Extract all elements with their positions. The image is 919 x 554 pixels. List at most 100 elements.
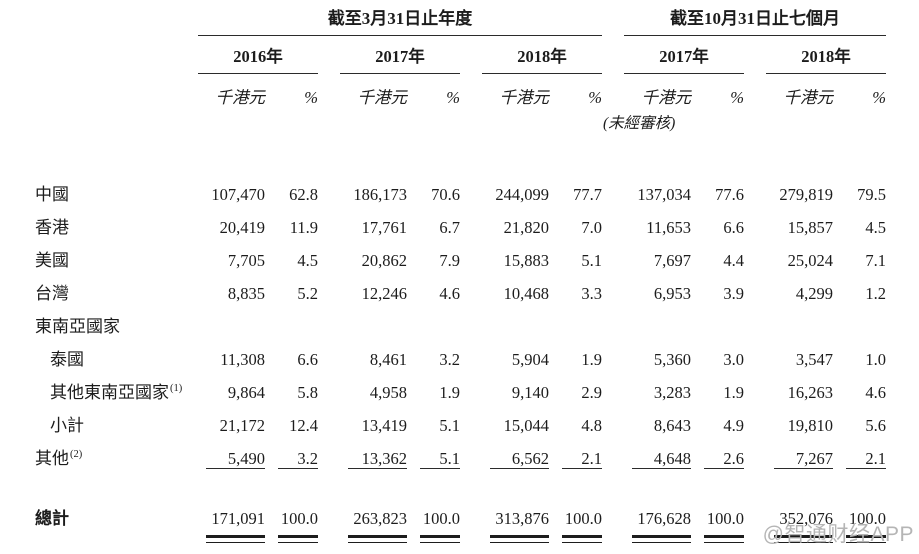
table-row: 泰國 11,308 6.6 8,461 3.2 5,904 1.9 5,360 3.0 3,547… xyxy=(0,343,919,376)
amount-cell: 11,653 xyxy=(646,218,691,237)
percent-cell xyxy=(270,310,318,343)
amount-cell: 5,360 xyxy=(653,350,691,369)
amount-cell: 186,173 xyxy=(353,185,407,204)
percent-cell: 5.1 xyxy=(439,416,460,435)
percent-cell xyxy=(838,310,886,343)
amount-cell: 19,810 xyxy=(787,416,833,435)
percent-cell xyxy=(412,310,460,343)
percent-label: % xyxy=(446,88,460,107)
percent-cell xyxy=(554,310,602,343)
footnote-marker: (1) xyxy=(170,383,183,395)
percent-cell: 4.6 xyxy=(865,383,886,402)
amount-cell: 25,024 xyxy=(787,251,833,270)
body-total-spacer xyxy=(0,475,919,502)
amount-cell: 17,761 xyxy=(361,218,407,237)
table-row: 中國 107,470 62.8 186,173 70.6 244,099 77.7 137,0… xyxy=(0,178,919,211)
percent-cell: 5.6 xyxy=(865,416,886,435)
amount-cell: 313,876 xyxy=(482,502,554,543)
percent-cell: 100.0 xyxy=(270,502,318,543)
year-header-2018: 2018年 xyxy=(482,36,602,74)
units-header-row: 千港元 % 千港元 % 千港元 % 千港元 % 千港元 % xyxy=(0,74,919,109)
year-header-row: 2016年 2017年 2018年 2017年 2018年 xyxy=(0,36,919,74)
percent-cell: 1.9 xyxy=(723,383,744,402)
percent-label: % xyxy=(872,88,886,107)
table-row: 其他東南亞國家(1) 9,864 5.8 4,958 1.9 9,140 2.9 3,283 1… xyxy=(0,376,919,409)
unit-label: 千港元 xyxy=(357,88,408,107)
percent-cell: 5.1 xyxy=(412,442,460,475)
region-label: 台灣 xyxy=(0,277,198,310)
amount-cell: 15,044 xyxy=(503,416,549,435)
unaudited-note-row: (未經審核) xyxy=(0,109,919,135)
amount-cell: 3,547 xyxy=(795,350,833,369)
table-row: 東南亞國家 xyxy=(0,310,919,343)
percent-cell: 2.1 xyxy=(554,442,602,475)
table-row: 其他(2) 5,490 3.2 13,362 5.1 6,562 2.1 4,648 2.6 7,… xyxy=(0,442,919,475)
percent-cell: 6.6 xyxy=(297,350,318,369)
table-footer: 總計 171,091 100.0 263,823 100.0 313,876 100.0 17… xyxy=(0,502,919,543)
table-row: 美國 7,705 4.5 20,862 7.9 15,883 5.1 7,697 4.4 25,0… xyxy=(0,244,919,277)
percent-label: % xyxy=(588,88,602,107)
percent-cell: 4.5 xyxy=(297,251,318,270)
percent-cell: 1.0 xyxy=(865,350,886,369)
amount-cell: 176,628 xyxy=(624,502,696,543)
percent-cell: 4.4 xyxy=(723,251,744,270)
unit-label: 千港元 xyxy=(641,88,692,107)
amount-cell: 10,468 xyxy=(503,284,549,303)
region-label: 總計 xyxy=(0,502,198,535)
amount-cell: 8,835 xyxy=(227,284,265,303)
percent-cell: 4.5 xyxy=(865,218,886,237)
region-label: 泰國 xyxy=(0,343,198,376)
region-label-text: 美國 xyxy=(35,251,69,270)
amount-cell: 7,267 xyxy=(766,442,838,475)
period-annual-header: 截至3月31日止年度 xyxy=(198,5,602,36)
amount-cell: 15,857 xyxy=(787,218,833,237)
amount-cell xyxy=(766,310,838,343)
amount-cell: 107,470 xyxy=(211,185,265,204)
region-label-text: 中國 xyxy=(35,185,69,204)
amount-cell: 21,820 xyxy=(503,218,549,237)
percent-cell: 7.9 xyxy=(439,251,460,270)
amount-cell xyxy=(482,310,554,343)
amount-cell: 244,099 xyxy=(495,185,549,204)
region-label-text: 總計 xyxy=(35,509,69,528)
amount-cell: 15,883 xyxy=(503,251,549,270)
amount-cell: 8,643 xyxy=(653,416,691,435)
amount-cell: 16,263 xyxy=(787,383,833,402)
amount-cell: 8,461 xyxy=(369,350,407,369)
region-label-text: 泰國 xyxy=(50,350,84,369)
region-label: 美國 xyxy=(0,244,198,277)
region-label-text: 小計 xyxy=(50,416,84,435)
amount-cell: 4,299 xyxy=(795,284,833,303)
amount-cell: 13,362 xyxy=(340,442,412,475)
header-body-spacer xyxy=(0,135,919,178)
percent-cell: 4.8 xyxy=(581,416,602,435)
table-row: 香港 20,419 11.9 17,761 6.7 21,820 7.0 11,653 6.6 1… xyxy=(0,211,919,244)
percent-cell: 62.8 xyxy=(289,185,318,204)
amount-cell: 9,140 xyxy=(511,383,549,402)
percent-cell: 100.0 xyxy=(554,502,602,543)
percent-cell: 3.2 xyxy=(439,350,460,369)
year-header-2017: 2017年 xyxy=(340,36,460,74)
unit-label: 千港元 xyxy=(783,88,834,107)
percent-cell: 1.9 xyxy=(439,383,460,402)
percent-cell: 6.7 xyxy=(439,218,460,237)
amount-cell: 5,904 xyxy=(511,350,549,369)
percent-cell: 2.1 xyxy=(838,442,886,475)
percent-label: % xyxy=(730,88,744,107)
percent-cell: 70.6 xyxy=(431,185,460,204)
region-label-text: 其他 xyxy=(35,449,69,468)
amount-cell: 6,953 xyxy=(653,284,691,303)
percent-cell: 11.9 xyxy=(289,218,318,237)
watermark-text: @智通财经APP xyxy=(762,523,914,546)
amount-cell: 171,091 xyxy=(198,502,270,543)
percent-cell: 4.9 xyxy=(723,416,744,435)
percent-cell: 3.9 xyxy=(723,284,744,303)
table-row: 小計 21,172 12.4 13,419 5.1 15,044 4.8 8,643 4.9 19… xyxy=(0,409,919,442)
amount-cell: 137,034 xyxy=(637,185,691,204)
percent-cell: 100.0 xyxy=(696,502,744,543)
amount-cell: 3,283 xyxy=(653,383,691,402)
amount-cell: 21,172 xyxy=(219,416,265,435)
table-body: 中國 107,470 62.8 186,173 70.6 244,099 77.7 137,0… xyxy=(0,178,919,475)
percent-cell: 2.6 xyxy=(696,442,744,475)
year-header-2018-interim: 2018年 xyxy=(766,36,886,74)
